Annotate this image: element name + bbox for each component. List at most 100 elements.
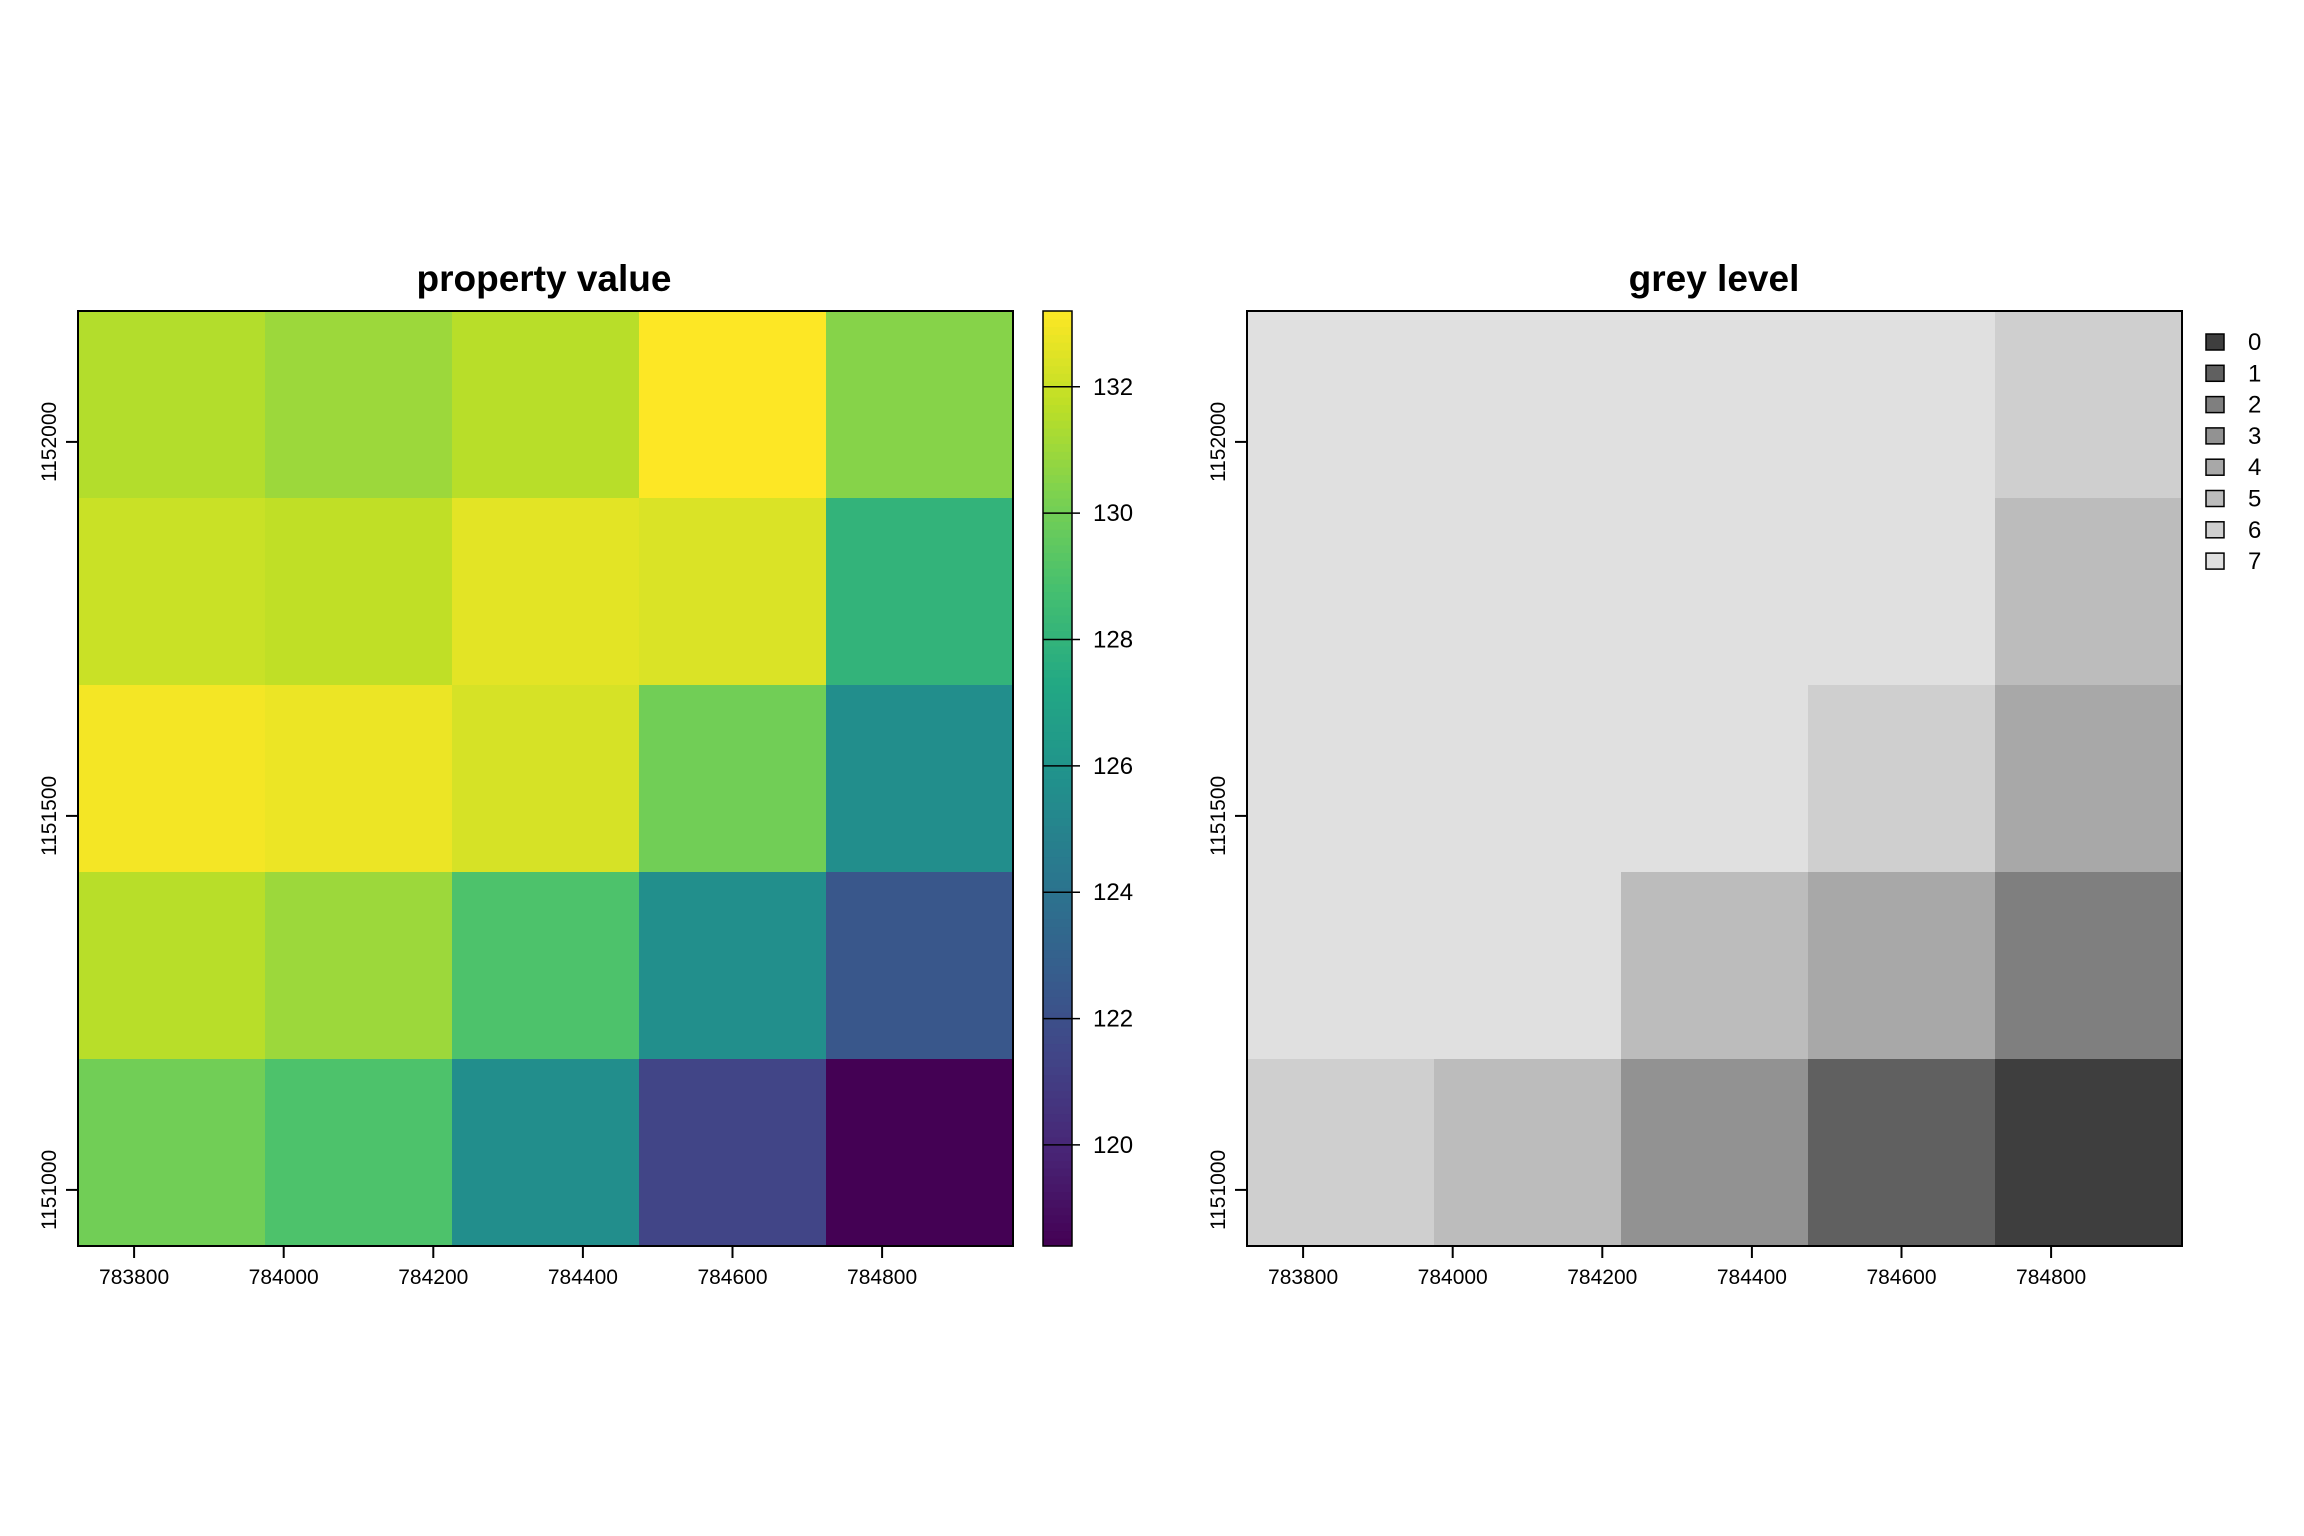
colorbar-segment: [1043, 809, 1072, 819]
heatmap-cell: [78, 1059, 266, 1247]
heatmap-cell: [1808, 1059, 1996, 1247]
colorbar-segment: [1043, 357, 1072, 367]
legend-label: 4: [2248, 454, 2261, 481]
colorbar-segment: [1043, 381, 1072, 390]
colorbar-segment: [1043, 864, 1072, 873]
colorbar-segment: [1043, 973, 1072, 982]
heatmap-cell: [826, 872, 1014, 1060]
colorbar-segment: [1043, 755, 1072, 764]
colorbar-segment: [1043, 996, 1072, 1006]
colorbar-segment: [1043, 1168, 1072, 1177]
colorbar-segment: [1043, 700, 1072, 709]
colorbar-segment: [1043, 1012, 1072, 1021]
colorbar-segment: [1043, 778, 1072, 787]
colorbar-segment: [1043, 770, 1072, 780]
colorbar-segment: [1043, 396, 1072, 406]
colorbar-segment: [1043, 365, 1072, 374]
colorbar-segment: [1043, 669, 1072, 678]
colorbar-segment: [1043, 599, 1072, 608]
colorbar-segment: [1043, 942, 1072, 951]
heatmap-cell: [265, 872, 453, 1060]
heatmap-cell: [1434, 498, 1622, 686]
heatmap-cell: [1434, 1059, 1622, 1247]
colorbar-segment: [1043, 1160, 1072, 1169]
colorbar-segment: [1043, 474, 1072, 484]
x-tick-label: 784800: [2016, 1266, 2086, 1289]
colorbar-segment: [1043, 591, 1072, 600]
legend-swatch: [2205, 395, 2225, 414]
heatmap-cell: [639, 872, 827, 1060]
heatmap-cell: [265, 1059, 453, 1247]
heatmap-cell: [1247, 311, 1435, 499]
y-tick-label: 1152000: [38, 402, 61, 482]
plot-frame: [77, 310, 1014, 1247]
colorbar-segment: [1043, 622, 1072, 632]
x-tick-label: 784400: [1717, 1266, 1787, 1289]
colorbar-segment: [1043, 1051, 1072, 1060]
x-tick-label: 784600: [1866, 1266, 1936, 1289]
colorbar-segment: [1043, 544, 1072, 554]
legend-swatch: [2205, 427, 2225, 445]
colorbar-segment: [1043, 427, 1072, 437]
x-axis: 783800 784000 784200 784400 784600 784800: [99, 1246, 917, 1289]
colorbar-segment: [1043, 872, 1072, 881]
colorbar-segment: [1043, 731, 1072, 741]
colorbar-segment: [1043, 529, 1072, 538]
colorbar-segment: [1043, 326, 1072, 335]
colorbar-segment: [1043, 521, 1072, 530]
colorbar-segment: [1043, 926, 1072, 935]
heatmap-cell: [1247, 498, 1435, 686]
colorbar-segment: [1043, 1207, 1072, 1216]
colorbar-tick-label: 132: [1093, 374, 1133, 401]
colorbar-segment: [1043, 1136, 1072, 1146]
heatmap-cell: [1808, 311, 1996, 499]
colorbar-segment: [1043, 1090, 1072, 1099]
heatmap-cell: [1621, 872, 1809, 1060]
heatmap-cells: [1247, 311, 2183, 1247]
heatmap-cell: [1434, 311, 1622, 499]
heatmap-cell: [1247, 1059, 1435, 1247]
colorbar-tick-label: 122: [1093, 1006, 1133, 1033]
x-axis: 783800 784000 784200 784400 784600 784800: [1268, 1246, 2086, 1289]
y-axis: 1151000 1151500 1152000: [38, 402, 78, 1230]
colorbar-segment: [1043, 607, 1072, 616]
colorbar-segment: [1043, 677, 1072, 686]
heatmap-cell: [1995, 685, 2183, 873]
heatmap-cell: [1434, 685, 1622, 873]
colorbar: 120 122 124 126 128 130 132: [1042, 310, 1133, 1247]
legend-label: 2: [2248, 392, 2261, 419]
x-tick-label: 784800: [847, 1266, 917, 1289]
colorbar-segment: [1043, 965, 1072, 974]
colorbar-segment: [1043, 342, 1072, 351]
heatmap-cell: [1621, 498, 1809, 686]
heatmap-cell: [1995, 498, 2183, 686]
legend-swatch: [2205, 333, 2225, 351]
heatmap-cell: [1995, 1059, 2183, 1247]
heatmap-cell: [1808, 685, 1996, 873]
legend: 0 1 2 3 4 5 6 7: [2205, 329, 2261, 575]
legend-label: 1: [2248, 360, 2261, 387]
colorbar-segment: [1043, 918, 1072, 928]
colorbar-segment: [1043, 498, 1072, 507]
y-tick-label: 1151500: [1207, 776, 1230, 856]
heatmap-cell: [639, 498, 827, 686]
colorbar-segment: [1043, 988, 1072, 998]
colorbar-segment: [1043, 840, 1072, 850]
colorbar-segment: [1043, 1113, 1072, 1122]
colorbar-segment: [1043, 1129, 1072, 1138]
colorbar-segment: [1043, 661, 1072, 671]
chart-title-property-value: property value: [417, 258, 672, 299]
legend-swatch: [2205, 489, 2225, 508]
heatmap-cell: [1247, 685, 1435, 873]
x-tick-label: 784600: [697, 1266, 767, 1289]
colorbar-segment: [1043, 412, 1072, 421]
colorbar-segment: [1043, 692, 1072, 702]
x-tick-label: 784200: [398, 1266, 468, 1289]
colorbar-tick-label: 124: [1093, 879, 1133, 906]
colorbar-tick-label: 126: [1093, 753, 1133, 780]
colorbar-segment: [1043, 895, 1072, 904]
legend-swatch: [2205, 521, 2225, 539]
colorbar-segment: [1043, 762, 1072, 772]
heatmap-cell: [639, 685, 827, 873]
colorbar-segment: [1043, 482, 1072, 491]
